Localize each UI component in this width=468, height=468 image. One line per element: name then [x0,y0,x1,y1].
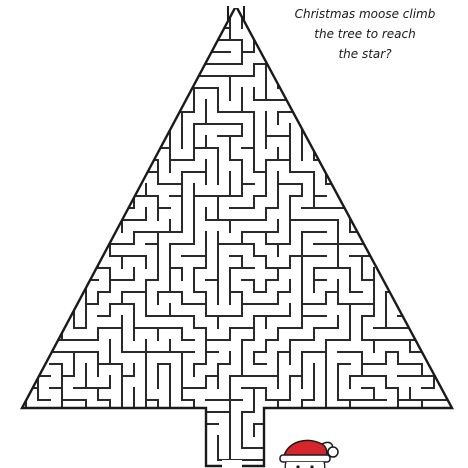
maze-question-text: Christmas moose climb the tree to reach … [270,4,460,64]
maze-goal-top[interactable] [227,0,245,20]
question-line-3: the star? [338,47,392,61]
moose-with-santa-hat-icon [279,439,339,468]
question-line-2: the tree to reach [314,27,416,41]
maze-corridor-walls [22,6,452,466]
maze-start-opening[interactable] [222,460,242,468]
maze-walls [22,6,452,466]
question-line-1: Christmas moose climb [294,7,436,21]
